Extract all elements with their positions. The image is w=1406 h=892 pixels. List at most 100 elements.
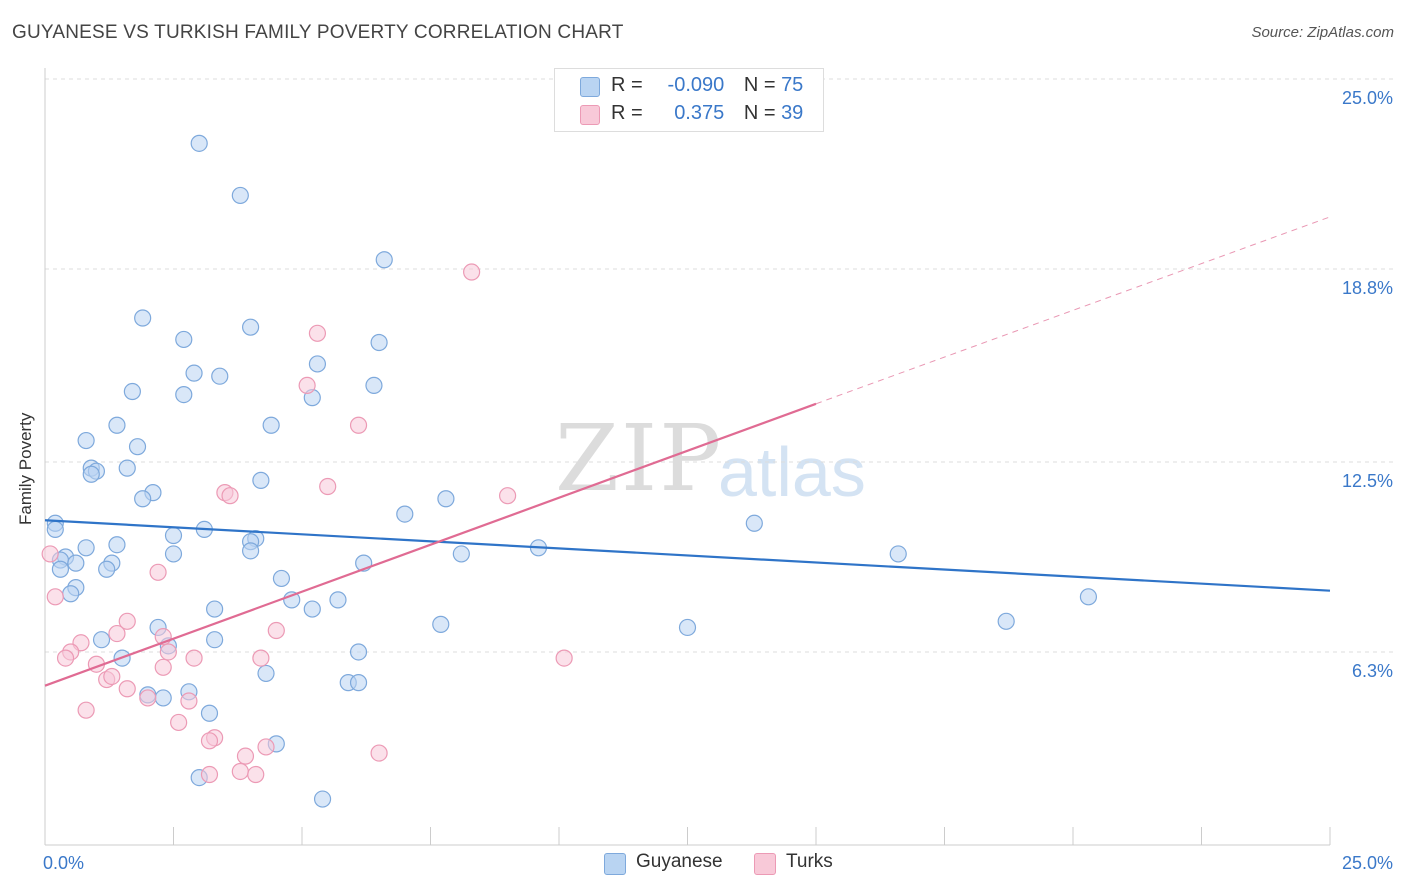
guyanese-point (67, 554, 85, 572)
guyanese-point (437, 490, 455, 508)
guyanese-point (118, 459, 136, 477)
turks-point (319, 477, 337, 496)
guyanese-point (365, 376, 383, 394)
guyanese-point (77, 539, 95, 557)
legend-r-label: R = (611, 74, 643, 96)
turks-point (118, 612, 136, 630)
guyanese-point (154, 689, 172, 707)
guyanese-point (349, 643, 368, 661)
guyanese-point (745, 514, 763, 532)
bottom-legend-label-turks: Turks (786, 851, 833, 872)
guyanese-point (46, 520, 64, 539)
turks-point (231, 762, 249, 781)
legend-swatch-guyanese (580, 77, 600, 97)
bottom-legend-swatch-guyanese (604, 853, 626, 875)
turks-point (185, 649, 203, 667)
guyanese-point (370, 333, 388, 352)
guyanese-point (678, 618, 697, 637)
turks-point (103, 667, 121, 686)
y-axis-label: Family Poverty (16, 412, 35, 525)
guyanese-point (303, 600, 321, 618)
guyanese-point (128, 438, 147, 456)
guyanese-point (313, 790, 332, 808)
watermark-zip: ZIP (555, 405, 724, 512)
legend-swatch-turks (580, 105, 600, 125)
turks-point (118, 680, 136, 698)
legend-r-label: R = (611, 102, 643, 124)
turks-point (257, 738, 275, 756)
x-tick-label: 0.0% (43, 853, 84, 873)
chart-title: GUYANESE VS TURKISH FAMILY POVERTY CORRE… (12, 22, 624, 43)
guyanese-point (185, 364, 203, 382)
turks-point (170, 713, 188, 732)
guyanese-point (77, 431, 95, 450)
turks-point (499, 487, 517, 505)
guyanese-point (242, 318, 260, 336)
legend-n-value: 39 (781, 102, 804, 124)
turks-point (149, 563, 167, 581)
guyanese-point (190, 134, 208, 152)
bottom-legend-swatch-turks (754, 853, 776, 875)
turks-point (298, 376, 316, 394)
guyanese-point (206, 631, 224, 649)
guyanese-point (211, 367, 229, 385)
x-tick-label: 25.0% (1342, 853, 1393, 873)
turks-point (221, 487, 239, 505)
turks-point (139, 689, 157, 707)
guyanese-point (200, 704, 219, 722)
y-tick-label: 12.5% (1342, 471, 1393, 491)
y-tick-label: 6.3% (1352, 661, 1393, 681)
turks-point (154, 658, 172, 676)
legend-n-label: N = (743, 74, 776, 96)
y-tick-label: 25.0% (1342, 88, 1393, 108)
bottom-legend-label-guyanese: Guyanese (636, 851, 723, 872)
legend-n-value: 75 (781, 74, 804, 96)
guyanese-point (98, 560, 116, 578)
turks-point (56, 649, 75, 667)
turks-point (46, 588, 64, 606)
guyanese-point (51, 560, 70, 578)
guyanese-point (231, 186, 249, 205)
turks-point (555, 649, 573, 667)
guyanese-point (82, 465, 100, 483)
turks-point (463, 263, 481, 281)
legend-r-value: 0.375 (674, 102, 725, 124)
y-tick-label: 18.8% (1342, 278, 1393, 298)
guyanese-point (164, 545, 183, 563)
turks-point (247, 765, 265, 784)
guyanese-point (123, 382, 141, 401)
watermark-atlas: atlas (718, 433, 866, 511)
turks-point (349, 416, 368, 434)
guyanese-point (997, 612, 1015, 630)
guyanese-point (1079, 588, 1098, 606)
turks-trend-line (44, 402, 817, 687)
turks-point (77, 701, 95, 719)
guyanese-point (252, 471, 270, 489)
legend: R = -0.090 N = 75 R = 0.375 N = 39 (554, 68, 824, 132)
turks-point (252, 649, 270, 667)
legend-n-label: N = (743, 102, 776, 124)
guyanese-point (175, 330, 193, 349)
guyanese-point (308, 355, 327, 373)
guyanese-point (164, 526, 183, 545)
turks-point (370, 744, 388, 762)
guyanese-point (134, 490, 152, 508)
turks-trend-extension (815, 216, 1331, 405)
guyanese-point (272, 569, 291, 588)
guyanese-point (242, 542, 260, 560)
guyanese-point (452, 545, 470, 563)
source-label: Source: ZipAtlas.com (1251, 24, 1394, 41)
legend-r-value: -0.090 (667, 74, 725, 96)
guyanese-point (349, 674, 368, 692)
guyanese-point (175, 385, 193, 404)
turks-point (200, 732, 219, 750)
guyanese-point (62, 585, 80, 603)
turks-point (308, 324, 327, 342)
guyanese-point (262, 416, 280, 434)
turks-point (267, 621, 285, 640)
turks-point (236, 747, 255, 765)
guyanese-point (432, 615, 450, 633)
guyanese-point (108, 416, 126, 434)
turks-point (108, 624, 126, 643)
